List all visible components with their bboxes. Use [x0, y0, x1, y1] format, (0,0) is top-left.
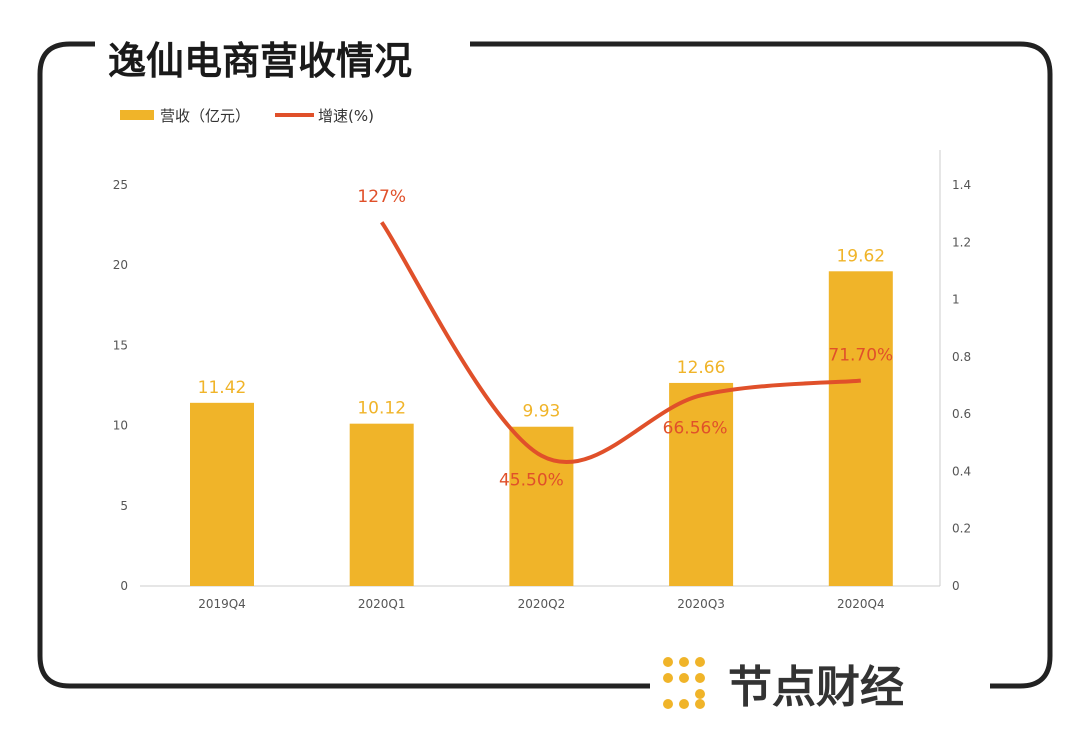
logo-dot	[695, 699, 705, 709]
left-tick-label: 20	[113, 258, 128, 272]
bar-value-label: 9.93	[522, 402, 560, 422]
right-tick-label: 0.4	[952, 464, 971, 478]
logo-dot	[663, 657, 673, 667]
left-tick-label: 0	[120, 579, 128, 593]
growth-value-label: 45.50%	[499, 471, 564, 491]
bar	[669, 382, 734, 586]
logo-dot	[663, 699, 673, 709]
logo-dot	[695, 689, 705, 699]
chart-title: 逸仙电商营收情况	[108, 39, 412, 83]
bar-value-label: 12.66	[677, 358, 726, 378]
left-tick-label: 10	[113, 419, 128, 433]
legend: 营收（亿元） 增速(%)	[120, 107, 374, 125]
growth-value-label: 127%	[357, 187, 406, 207]
left-tick-label: 15	[113, 338, 128, 352]
bar	[349, 423, 414, 586]
legend-line-label: 增速(%)	[318, 107, 374, 125]
growth-value-label: 71.70%	[828, 346, 893, 366]
x-tick-label: 2020Q1	[358, 597, 406, 611]
brand-logo: 节点财经	[663, 657, 904, 713]
growth-line	[380, 221, 861, 464]
bar-value-label: 11.42	[198, 378, 247, 398]
frame	[37, 41, 1053, 689]
right-tick-label: 0.8	[952, 350, 971, 364]
x-tick-label: 2019Q4	[198, 597, 246, 611]
right-tick-label: 1.4	[952, 178, 971, 192]
right-tick-label: 1	[952, 293, 960, 307]
right-tick-label: 0.6	[952, 407, 971, 421]
bar-value-label: 19.62	[836, 246, 885, 266]
left-tick-label: 25	[113, 178, 128, 192]
bar	[509, 426, 574, 586]
logo-dot	[695, 657, 705, 667]
right-tick-label: 0	[952, 579, 960, 593]
right-tick-label: 0.2	[952, 522, 971, 536]
bar	[190, 402, 254, 586]
growth-value-label: 66.56%	[663, 418, 728, 438]
left-tick-label: 5	[120, 499, 128, 513]
bar-value-label: 10.12	[357, 399, 406, 419]
right-tick-label: 1.2	[952, 235, 971, 249]
logo-dot	[679, 657, 689, 667]
logo-dot	[695, 673, 705, 683]
logo-dot	[679, 673, 689, 683]
logo-dot	[663, 673, 673, 683]
legend-bar-label: 营收（亿元）	[160, 107, 250, 125]
bar	[828, 271, 893, 586]
x-tick-label: 2020Q3	[677, 597, 725, 611]
logo-dot	[679, 699, 689, 709]
x-tick-label: 2020Q2	[518, 597, 566, 611]
legend-bar-swatch	[120, 110, 154, 120]
brand-name: 节点财经	[728, 662, 904, 713]
x-tick-label: 2020Q4	[837, 597, 885, 611]
